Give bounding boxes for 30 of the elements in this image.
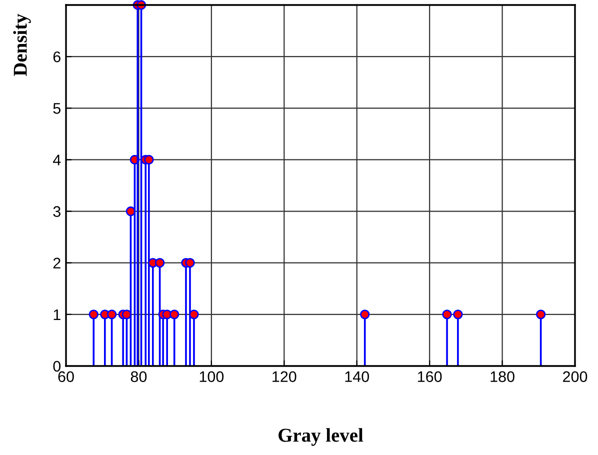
x-tick-label: 200	[563, 371, 588, 382]
point	[169, 310, 180, 320]
x-tick-label: 140	[345, 371, 370, 382]
x-tick-label: 160	[418, 371, 442, 382]
y-tick-label: 5	[53, 103, 60, 114]
x-axis-title: Gray level	[278, 428, 364, 446]
point	[122, 310, 132, 320]
point	[88, 310, 98, 320]
point	[360, 310, 370, 320]
x-tick-label: 180	[490, 371, 514, 382]
y-axis-title: Density	[13, 14, 31, 76]
y-tick-label: 6	[53, 51, 60, 62]
point	[453, 310, 463, 320]
point	[154, 258, 165, 268]
point	[536, 310, 546, 320]
point	[442, 310, 452, 320]
x-tick-label: 60	[58, 371, 74, 382]
x-tick-label: 120	[272, 371, 296, 382]
point	[106, 310, 117, 320]
y-tick-label: 1	[54, 309, 60, 320]
x-tick-label: 80	[130, 371, 147, 382]
y-tick-label: 2	[53, 258, 60, 268]
y-tick-label: 3	[53, 206, 60, 217]
point	[126, 206, 136, 216]
point	[144, 154, 154, 165]
y-tick-label: 4	[52, 154, 61, 166]
y-tick-label: 0	[53, 360, 61, 372]
x-tick-label: 100	[200, 371, 224, 382]
point	[189, 310, 199, 320]
point	[185, 258, 195, 268]
